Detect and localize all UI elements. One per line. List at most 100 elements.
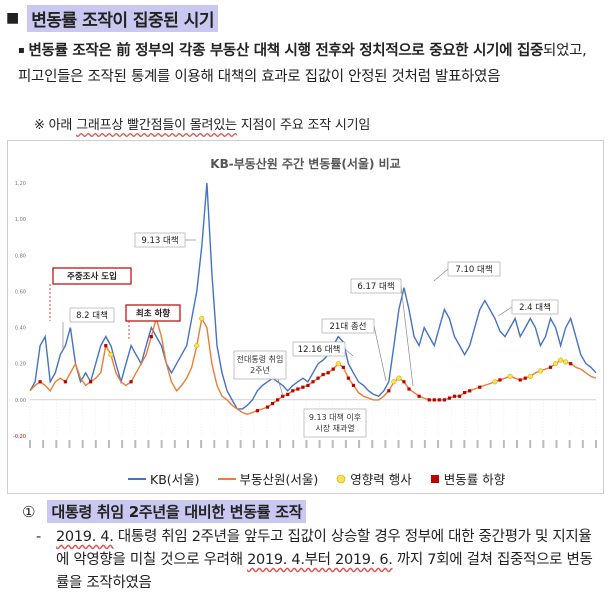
down-marker (270, 401, 275, 406)
influence-marker (194, 343, 200, 349)
down-marker (276, 398, 280, 402)
influence-marker (335, 361, 341, 367)
x-tick-label (502, 440, 505, 448)
down-marker (306, 383, 310, 387)
down-marker (301, 385, 305, 389)
annotation-box (303, 408, 367, 438)
down-marker (427, 398, 431, 402)
legend-kb: KB(서울) (128, 469, 200, 488)
annotation-label: 2.4 대책 (519, 302, 551, 313)
series-line-kb (29, 182, 597, 410)
x-tick-label (173, 440, 176, 448)
y-tick-label: 1.20 (15, 181, 26, 187)
annotation-box (321, 318, 375, 334)
annotation-label: 9.13 대책 이후 (309, 412, 361, 422)
y-tick-label: 0.20 (15, 362, 26, 368)
intro-bold: 변동률 조작은 前 정부의 각종 부동산 대책 시행 전후와 정치적으로 중요한… (28, 43, 544, 59)
heading-marker: ■ (6, 10, 20, 26)
x-tick-label (226, 440, 229, 448)
chart-title: KB-부동산원 주간 변동률(서울) 비교 (210, 157, 401, 171)
x-tick-label (371, 440, 374, 448)
annotation-box (134, 232, 186, 248)
down-marker (442, 398, 446, 402)
influence-marker (553, 361, 559, 367)
down-marker (569, 362, 573, 366)
y-tick-label: 0.00 (15, 398, 26, 404)
x-tick-label (213, 440, 216, 448)
down-marker (38, 380, 42, 384)
x-tick-label (81, 440, 84, 448)
y-tick-label: -0.20 (13, 434, 26, 440)
x-tick-label (331, 440, 334, 448)
down-marker (255, 409, 260, 413)
detail-date-a: 2019. 4. (56, 529, 114, 545)
detail-end: 까지 7회에 걸쳐 집중적으로 변동률을 조작하였음 (56, 552, 593, 591)
x-tick-label (595, 440, 597, 448)
down-marker (447, 396, 452, 400)
down-marker (463, 391, 467, 395)
down-marker (321, 372, 325, 377)
x-tick-label (542, 440, 545, 448)
influence-marker (492, 379, 498, 385)
down-marker (286, 392, 290, 397)
influence-marker (391, 379, 397, 385)
annotation-box (69, 307, 115, 323)
detail-dash: - (36, 529, 41, 545)
x-tick-label (581, 440, 584, 448)
heading-title: 변동률 조작이 집중된 시기 (27, 4, 219, 32)
chart-note: ※ 아래 그래프상 빨간점들이 몰려있는 지점이 주요 조작 시기임 (34, 114, 370, 133)
down-marker (291, 389, 295, 393)
annotation-leader (373, 325, 387, 382)
annotation-label: 6.17 대책 (357, 281, 394, 292)
legend-reb: 부동산원(서울) (217, 469, 318, 488)
y-tick-label: 1.00 (15, 217, 26, 223)
x-tick-label (423, 440, 426, 448)
down-marker (437, 398, 441, 402)
x-tick-label (107, 440, 110, 448)
note-post: 지점이 주요 조작 시기임 (236, 118, 371, 133)
annotation-leader (277, 378, 284, 397)
chart-svg: 1.20 1.00 0.80 0.60 0.40 0.20 0.00 -0.20 주중조사 도입… (13, 181, 597, 448)
x-tick-label (279, 440, 282, 448)
annotation-box (511, 299, 559, 315)
x-tick-label (160, 440, 163, 448)
down-marker (104, 344, 108, 348)
x-tick-label (121, 440, 124, 448)
down-marker (129, 380, 133, 384)
influence-marker (563, 359, 569, 365)
legend-influence: 영향력 행사 (336, 469, 412, 488)
x-tick-label (358, 440, 361, 448)
annotation-leader (497, 306, 513, 317)
legend-influence-label: 영향력 행사 (350, 472, 412, 487)
influence-marker (507, 373, 513, 379)
down-marker (281, 394, 285, 398)
detail-date-range: 2019. 4.부터 2019. 6. (247, 552, 393, 568)
x-tick-label (29, 440, 31, 448)
down-marker (478, 385, 482, 389)
annotation-label: 9.13 대책 (141, 235, 178, 246)
down-marker (316, 376, 320, 380)
down-marker (468, 389, 472, 393)
annotation-label: 2주년 (250, 365, 270, 375)
down-marker (417, 394, 421, 398)
annotation-label: 7.10 대책 (455, 264, 492, 275)
legend-down-label: 변동률 하향 (443, 472, 506, 487)
x-tick-label (555, 440, 558, 448)
annotation-label: 최초 하향 (136, 308, 170, 319)
down-marker (149, 335, 153, 339)
bullet-icon: ▪ (18, 45, 25, 56)
down-marker (402, 380, 406, 384)
x-tick-label (318, 440, 321, 448)
y-tick-label: 0.60 (15, 289, 26, 295)
legend-kb-label: KB(서울) (150, 472, 200, 487)
x-tick-label (529, 440, 532, 448)
x-tick-label (186, 440, 189, 448)
down-marker (311, 380, 315, 384)
note-pre: 아래 (48, 118, 77, 133)
influence-marker (537, 368, 543, 374)
annotation-label: 시장 재과열 (315, 423, 354, 433)
x-tick-label (450, 440, 453, 448)
x-tick-label (42, 440, 45, 448)
annotation-label: 21대 총선 (330, 322, 367, 332)
down-marker (326, 371, 330, 375)
